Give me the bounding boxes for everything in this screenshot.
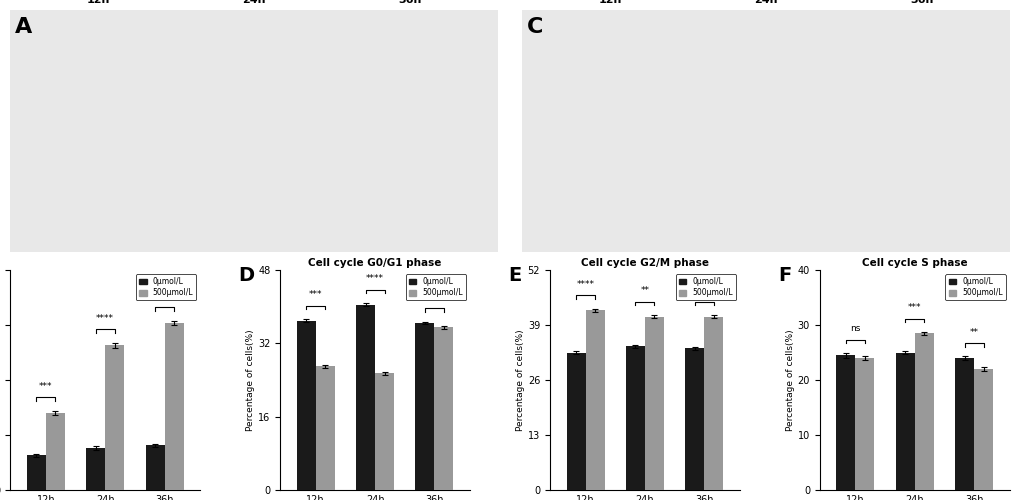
Bar: [164, 322, 183, 490]
Bar: [315, 366, 334, 490]
Bar: [895, 352, 914, 490]
Title: Cell cycle G0/G1 phase: Cell cycle G0/G1 phase: [308, 258, 441, 268]
Text: ***: ***: [39, 382, 53, 391]
Bar: [26, 455, 46, 490]
Text: 36h: 36h: [398, 0, 421, 5]
Bar: [46, 412, 65, 490]
Bar: [626, 346, 644, 490]
Bar: [973, 369, 993, 490]
Text: ****: ****: [96, 314, 114, 323]
Text: 36h: 36h: [909, 0, 932, 5]
Text: **: **: [969, 328, 977, 336]
Bar: [356, 304, 375, 490]
Legend: 0μmol/L, 500μmol/L: 0μmol/L, 500μmol/L: [406, 274, 466, 300]
Text: 12h: 12h: [87, 0, 110, 5]
Bar: [914, 334, 932, 490]
Text: 24h: 24h: [243, 0, 266, 5]
Text: 24h: 24h: [753, 0, 776, 5]
Text: ****: ****: [366, 274, 384, 283]
Bar: [566, 352, 585, 490]
Legend: 0μmol/L, 500μmol/L: 0μmol/L, 500μmol/L: [945, 274, 1005, 300]
Bar: [836, 356, 855, 490]
Text: A: A: [15, 18, 33, 38]
Text: ns: ns: [850, 324, 860, 334]
Text: ***: ***: [907, 303, 920, 312]
Bar: [954, 358, 973, 490]
Bar: [375, 373, 393, 490]
Text: D: D: [238, 266, 254, 285]
Text: **: **: [640, 286, 649, 295]
Text: ns: ns: [429, 292, 439, 302]
Title: Cell cycle S phase: Cell cycle S phase: [861, 258, 967, 268]
Text: F: F: [777, 266, 791, 285]
Bar: [644, 316, 663, 490]
Bar: [685, 348, 704, 490]
Bar: [434, 328, 453, 490]
Text: **: **: [699, 286, 708, 295]
Bar: [855, 358, 873, 490]
Text: ****: ****: [156, 292, 173, 301]
Text: ***: ***: [309, 290, 322, 300]
Text: 12h: 12h: [598, 0, 621, 5]
Text: ****: ****: [576, 280, 594, 289]
Bar: [87, 448, 105, 490]
Y-axis label: Percentage of cells(%): Percentage of cells(%): [516, 330, 525, 431]
Text: E: E: [507, 266, 521, 285]
Legend: 0μmol/L, 500μmol/L: 0μmol/L, 500μmol/L: [675, 274, 736, 300]
Title: Cell cycle G2/M phase: Cell cycle G2/M phase: [581, 258, 708, 268]
Legend: 0μmol/L, 500μmol/L: 0μmol/L, 500μmol/L: [136, 274, 197, 300]
Bar: [704, 316, 722, 490]
Bar: [415, 323, 434, 490]
Bar: [146, 445, 164, 490]
Bar: [297, 320, 315, 490]
Y-axis label: Percentage of cells(%): Percentage of cells(%): [785, 330, 794, 431]
Bar: [105, 345, 124, 490]
Bar: [585, 310, 604, 490]
Y-axis label: Percentage of cells(%): Percentage of cells(%): [246, 330, 255, 431]
Text: C: C: [527, 18, 543, 38]
